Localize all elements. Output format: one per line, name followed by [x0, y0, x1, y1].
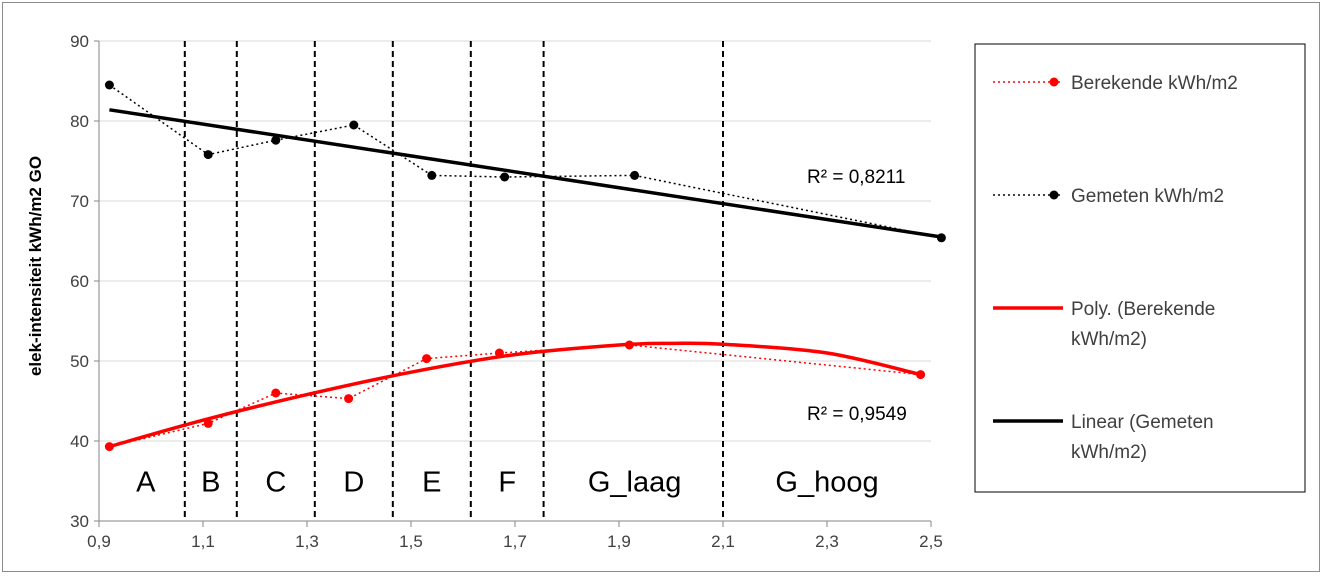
data-point: [203, 418, 213, 428]
x-tick-label: 1,7: [503, 532, 527, 551]
data-point: [624, 340, 634, 350]
legend: Berekende kWh/m2 Gemeten kWh/m2 Poly. (Ber…: [974, 43, 1306, 493]
x-tick-label: 2,5: [919, 532, 943, 551]
legend-swatch-marker: [1049, 77, 1059, 87]
data-point: [422, 354, 432, 364]
legend-label: Gemeten kWh/m2: [1071, 186, 1224, 207]
band-label: B: [201, 466, 220, 498]
x-tick-label: 2,1: [711, 532, 735, 551]
y-tick-label: 40: [70, 432, 89, 451]
data-point: [271, 135, 281, 145]
x-tick-label: 1,5: [399, 532, 423, 551]
data-point: [203, 150, 213, 160]
chart-svg: 30 40 50 60 70 80 90 0,9 1,1 1,3 1,5 1,7 1,9 2,1 2,3 2,…: [26, 32, 1306, 551]
data-point: [916, 370, 926, 380]
x-tick-label: 1,3: [295, 532, 319, 551]
x-tick-label: 1,9: [607, 532, 631, 551]
data-point: [500, 172, 510, 182]
data-point: [271, 388, 281, 398]
r-squared-label: R² = 0,9549: [807, 404, 907, 425]
legend-label: Poly. (Berekende: [1071, 299, 1215, 320]
data-point: [427, 170, 437, 180]
data-point: [104, 80, 114, 90]
y-axis-label: elek-intensiteit kWh/m2 GO: [26, 156, 45, 376]
label-layer: A B C D E F G_laag G_hoog R² = 0,9549 R² = 0,8211: [136, 167, 907, 498]
legend-label: Berekende kWh/m2: [1071, 73, 1238, 94]
band-label: E: [422, 466, 441, 498]
x-tick-label: 1,1: [191, 532, 215, 551]
data-point: [104, 442, 114, 452]
y-tick-label: 30: [70, 512, 89, 531]
legend-box: [974, 43, 1306, 493]
band-label: D: [343, 466, 364, 498]
band-label: A: [136, 466, 156, 498]
y-tick-label: 90: [70, 32, 89, 51]
series-layer: [104, 80, 946, 452]
y-tick-label: 80: [70, 112, 89, 131]
band-label: F: [498, 466, 516, 498]
band-label: G_hoog: [775, 466, 878, 498]
series-line: [109, 344, 921, 448]
polynomial-trendline: [108, 341, 921, 449]
linear-trendline: [109, 108, 942, 239]
legend-label: Linear (Gemeten: [1071, 412, 1214, 433]
series-line: [108, 84, 942, 239]
legend-swatch-marker: [1049, 190, 1059, 200]
data-point: [936, 233, 946, 243]
data-point: [630, 170, 640, 180]
trendline-layer: [108, 108, 942, 449]
r-squared-label: R² = 0,8211: [807, 167, 905, 188]
grid-layer: [99, 40, 931, 442]
x-tick-label: 0,9: [87, 532, 111, 551]
x-tick-label: 2,3: [815, 532, 839, 551]
data-point: [344, 394, 354, 404]
legend-label: kWh/m2): [1071, 442, 1147, 463]
axis-layer: 30 40 50 60 70 80 90 0,9 1,1 1,3 1,5 1,7 1,9 2,1 2,3 2,…: [70, 32, 943, 551]
legend-label: kWh/m2): [1071, 329, 1147, 350]
data-point: [349, 120, 359, 130]
y-tick-label: 60: [70, 272, 89, 291]
band-label: G_laag: [588, 466, 682, 498]
y-tick-label: 70: [70, 192, 89, 211]
data-point: [494, 348, 504, 358]
band-label: C: [265, 466, 286, 498]
y-tick-label: 50: [70, 352, 89, 371]
